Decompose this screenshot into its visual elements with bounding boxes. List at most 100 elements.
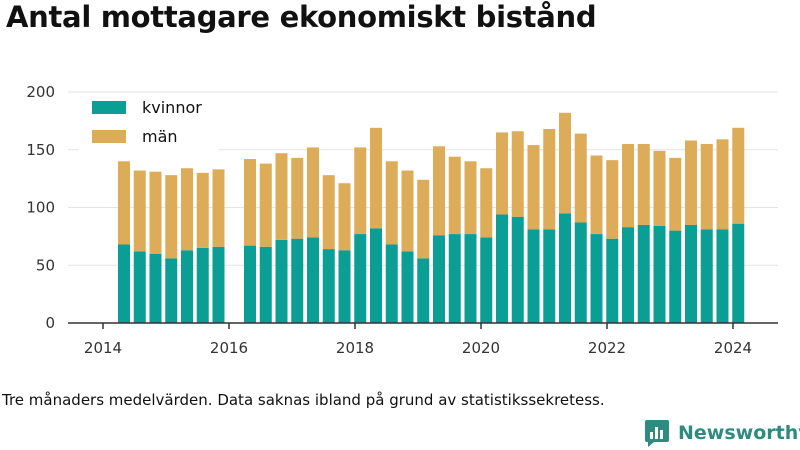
bar-kvinnor <box>653 225 666 323</box>
bar-kvinnor <box>212 246 225 323</box>
bar-man <box>275 153 288 240</box>
brand-name: Newsworthy <box>678 422 800 444</box>
legend: kvinnor män <box>79 96 219 154</box>
bar-man <box>590 155 603 235</box>
bar-man <box>511 131 524 217</box>
bar-man <box>574 133 587 223</box>
bar-kvinnor <box>448 234 461 323</box>
bar-man <box>401 170 414 252</box>
bar-man <box>480 168 493 238</box>
bar-kvinnor <box>433 235 445 323</box>
bar-kvinnor <box>165 258 178 323</box>
bar-man <box>448 156 461 235</box>
bar-man <box>732 127 745 224</box>
bar-man <box>338 183 351 251</box>
bar-kvinnor <box>291 238 304 323</box>
legend-swatch <box>92 101 126 114</box>
bar-man <box>196 172 209 248</box>
bar-kvinnor <box>133 251 146 323</box>
bar-man <box>322 175 335 250</box>
bar-kvinnor <box>559 213 571 323</box>
bar-kvinnor <box>606 238 619 323</box>
bar-kvinnor <box>259 246 272 323</box>
bar-kvinnor <box>307 237 319 323</box>
bar-kvinnor <box>385 244 398 323</box>
bar-kvinnor <box>338 250 351 323</box>
bar-man <box>543 128 556 230</box>
bar-kvinnor <box>700 229 713 323</box>
bar-kvinnor <box>275 239 288 323</box>
bar-man <box>716 139 729 230</box>
bar-man <box>433 146 445 236</box>
bar-man <box>637 143 650 225</box>
bar-kvinnor <box>464 234 477 323</box>
bar-man <box>496 132 508 215</box>
bar-kvinnor <box>118 244 130 323</box>
bar-kvinnor <box>637 224 650 323</box>
bar-kvinnor <box>496 214 508 323</box>
legend-label: män <box>142 127 178 146</box>
bar-man <box>653 150 666 226</box>
bar-man <box>165 175 178 259</box>
x-tick-label: 2022 <box>588 339 626 357</box>
bar-kvinnor <box>732 223 745 323</box>
caption: Tre månaders medelvärden. Data saknas ib… <box>2 391 605 409</box>
bar-kvinnor <box>181 250 193 323</box>
bar-kvinnor <box>590 234 603 323</box>
bar-man <box>291 157 304 239</box>
bar-kvinnor <box>322 249 335 323</box>
bar-kvinnor <box>527 229 540 323</box>
bar-man <box>133 170 146 252</box>
bar-man <box>149 171 162 254</box>
x-tick-label: 2024 <box>714 339 752 357</box>
bar-kvinnor <box>669 230 682 323</box>
bar-man <box>669 157 682 231</box>
x-tick-label: 2020 <box>462 339 500 357</box>
bar-kvinnor <box>543 229 556 323</box>
bars <box>118 112 745 323</box>
bar-kvinnor <box>511 216 524 323</box>
bar-kvinnor <box>622 227 634 323</box>
bar-man <box>307 147 319 238</box>
bar-kvinnor <box>370 228 382 323</box>
legend-swatch <box>92 130 126 143</box>
bar-man <box>118 161 130 245</box>
bar-man <box>685 140 697 225</box>
x-tick-label: 2018 <box>336 339 374 357</box>
y-tick-label: 100 <box>26 199 55 217</box>
bar-kvinnor <box>244 245 256 323</box>
bar-man <box>181 168 193 251</box>
bar-kvinnor <box>685 224 697 323</box>
bar-man <box>464 161 477 235</box>
bar-man <box>559 112 571 214</box>
y-tick-label: 150 <box>26 141 55 159</box>
bar-man <box>606 160 619 239</box>
bar-man <box>527 145 540 230</box>
bar-kvinnor <box>354 234 367 323</box>
bar-kvinnor <box>417 258 430 323</box>
x-axis-ticks: 2014 2016 2018 2020 2022 2024 <box>84 323 752 357</box>
bar-man <box>700 143 713 230</box>
bar-kvinnor <box>574 222 587 323</box>
legend-label: kvinnor <box>142 98 202 117</box>
y-axis-ticks: 0 50 100 150 200 <box>26 83 55 332</box>
newsworthy-logo-icon <box>645 420 669 447</box>
bar-man <box>370 127 382 229</box>
stacked-bar-chart: 0 50 100 150 200 2014 2016 2018 2020 2022 2024 kv… <box>26 83 778 357</box>
bar-man <box>212 169 225 247</box>
brand-logo[interactable]: Newsworthy <box>644 418 800 448</box>
bar-man <box>622 143 634 228</box>
y-tick-label: 200 <box>26 83 55 101</box>
bar-man <box>417 179 430 259</box>
x-tick-label: 2014 <box>84 339 122 357</box>
y-tick-label: 50 <box>36 256 55 274</box>
bar-kvinnor <box>149 253 162 323</box>
bar-man <box>244 158 256 246</box>
bar-kvinnor <box>401 251 414 323</box>
bar-man <box>259 163 272 247</box>
bar-kvinnor <box>480 237 493 323</box>
y-tick-label: 0 <box>45 314 55 332</box>
bar-kvinnor <box>196 247 209 323</box>
bar-kvinnor <box>716 229 729 323</box>
chart-title: Antal mottagare ekonomiskt bistånd <box>6 0 597 34</box>
